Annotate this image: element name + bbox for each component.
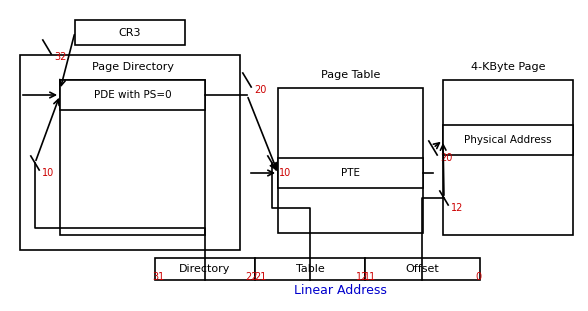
- Text: 32: 32: [54, 52, 66, 62]
- Text: 31: 31: [152, 272, 164, 282]
- Text: CR3: CR3: [119, 27, 141, 38]
- Bar: [255, 258, 365, 280]
- Text: 12: 12: [356, 272, 368, 282]
- Bar: [278, 158, 423, 188]
- Text: 22: 22: [246, 272, 258, 282]
- Text: PDE with PS=0: PDE with PS=0: [93, 90, 171, 100]
- Text: Page Directory: Page Directory: [92, 62, 173, 72]
- Bar: [365, 258, 480, 280]
- Text: Physical Address: Physical Address: [464, 135, 552, 145]
- Bar: [60, 80, 205, 235]
- Bar: [278, 88, 423, 233]
- Text: 21: 21: [254, 272, 266, 282]
- Text: 12: 12: [451, 203, 463, 213]
- Text: 20: 20: [440, 153, 452, 163]
- Bar: [443, 80, 573, 235]
- Text: Linear Address: Linear Address: [293, 284, 386, 296]
- Text: 10: 10: [42, 168, 54, 178]
- Text: 4-KByte Page: 4-KByte Page: [471, 62, 545, 72]
- Bar: [75, 20, 185, 45]
- Bar: [20, 55, 240, 250]
- Text: 11: 11: [364, 272, 376, 282]
- Bar: [155, 258, 255, 280]
- Text: Page Table: Page Table: [321, 70, 380, 80]
- Text: 20: 20: [254, 85, 266, 95]
- Text: 0: 0: [475, 272, 481, 282]
- Text: PTE: PTE: [341, 168, 360, 178]
- Bar: [60, 80, 205, 110]
- Text: Table: Table: [296, 264, 325, 274]
- Text: Directory: Directory: [179, 264, 230, 274]
- Text: Offset: Offset: [406, 264, 439, 274]
- Bar: [443, 125, 573, 155]
- Text: 10: 10: [279, 168, 291, 178]
